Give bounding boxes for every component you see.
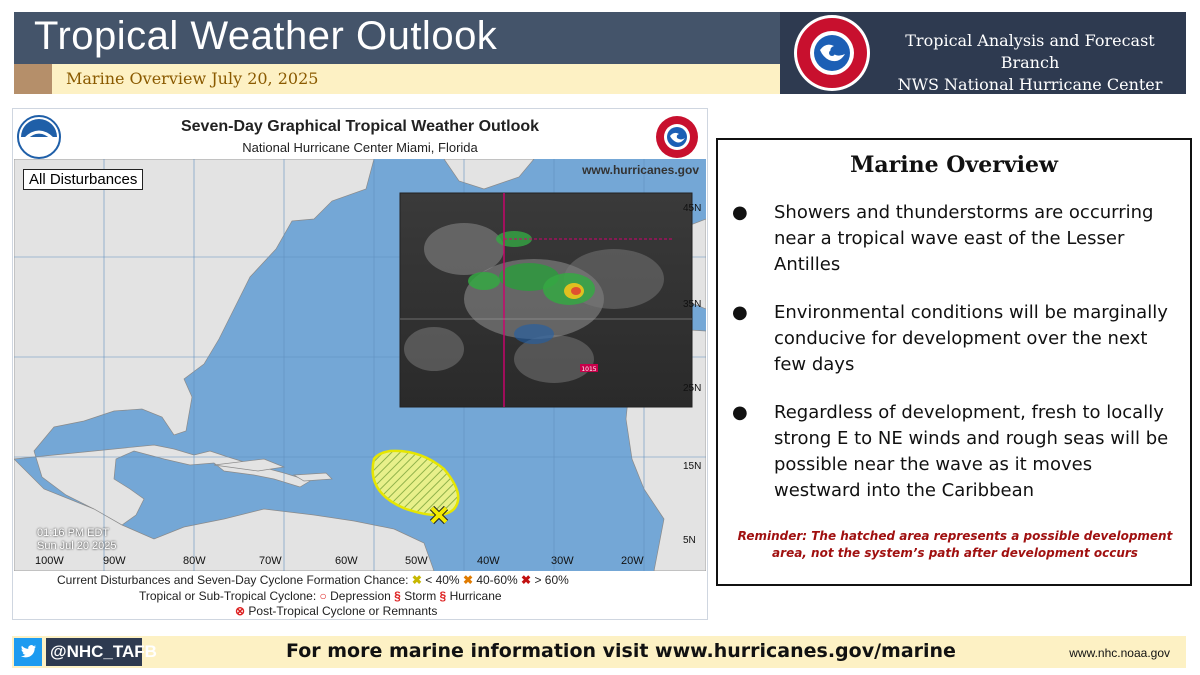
hurricane-icon: § <box>439 589 450 603</box>
south-america-land <box>14 458 435 571</box>
development-area <box>371 449 460 517</box>
legend-low: < 40% <box>425 573 460 587</box>
issue-time: 01:16 PM EDT Sun Jul 20 2025 <box>37 527 117 553</box>
greenland-land <box>443 159 535 190</box>
low-chance-x-icon: ✖ <box>411 573 426 587</box>
all-disturbances-label: All Disturbances <box>23 169 144 190</box>
lat-15n: 15N <box>683 461 702 472</box>
lon-30w: 30W <box>551 555 574 567</box>
lon-40w: 40W <box>477 555 500 567</box>
footer-message: For more marine information visit www.hu… <box>286 640 956 662</box>
nws-small-logo-icon <box>656 116 698 158</box>
bullet-text-3: Regardless of development, fresh to loca… <box>774 402 1169 501</box>
noaa-logo-icon <box>17 115 61 159</box>
issue-time-line-1: 01:16 PM EDT <box>37 527 110 539</box>
subtitle-bar <box>14 64 780 94</box>
panel-title: Marine Overview <box>850 152 1058 178</box>
atlantic-map: 1015 <box>14 159 706 571</box>
legend-high: > 60% <box>534 573 569 587</box>
issue-date-line-2: Sun Jul 20 2025 <box>37 540 117 552</box>
legend-medium: 40-60% <box>476 573 518 587</box>
bullet-item-3: ● Regardless of development, fresh to lo… <box>732 400 1182 504</box>
legend-formation-label: Current Disturbances and Seven-Day Cyclo… <box>57 573 409 587</box>
subtitle-swatch <box>14 64 52 94</box>
lon-90w: 90W <box>103 555 126 567</box>
branch-line-2: NWS National Hurricane Center <box>897 75 1163 94</box>
high-chance-x-icon: ✖ <box>521 573 535 587</box>
lon-80w: 80W <box>183 555 206 567</box>
lon-100w: 100W <box>35 555 64 567</box>
lat-35n: 35N <box>683 299 702 310</box>
lon-20w: 20W <box>621 555 644 567</box>
post-tropical-icon: ⊗ <box>235 604 249 618</box>
bullet-dot-icon: ● <box>732 202 748 223</box>
legend-cyclone-label: Tropical or Sub-Tropical Cyclone: <box>139 589 317 603</box>
branch-text: Tropical Analysis and Forecast Branch NW… <box>880 30 1180 96</box>
lon-50w: 50W <box>405 555 428 567</box>
twitter-icon[interactable] <box>14 638 42 666</box>
legend-row-post-tropical: ⊗ Post-Tropical Cyclone or Remnants <box>235 604 929 618</box>
legend-row-cyclone: Tropical or Sub-Tropical Cyclone: ○ Depr… <box>139 589 833 603</box>
satellite-inset: 1015 <box>399 192 693 408</box>
legend-post-tropical: Post-Tropical Cyclone or Remnants <box>248 604 438 618</box>
bullet-text-2: Environmental conditions will be margina… <box>774 302 1168 375</box>
legend-hurricane: Hurricane <box>449 589 502 603</box>
lat-5n: 5N <box>683 535 696 546</box>
twitter-handle-link[interactable]: @NHC_TAFB <box>46 638 157 666</box>
footer-url-link[interactable]: www.nhc.noaa.gov <box>1069 646 1170 660</box>
depression-icon: ○ <box>319 589 331 603</box>
graphic-title: Seven-Day Graphical Tropical Weather Out… <box>180 118 540 135</box>
bullet-item-2: ● Environmental conditions will be margi… <box>732 300 1182 378</box>
bullet-dot-icon: ● <box>732 302 748 323</box>
title-bar <box>14 12 780 64</box>
legend-storm: Storm <box>404 589 437 603</box>
lat-45n: 45N <box>683 203 702 214</box>
reminder-label: Reminder: <box>737 529 808 543</box>
branch-line-1: Tropical Analysis and Forecast Branch <box>905 31 1155 72</box>
page-title: Tropical Weather Outlook <box>34 14 498 58</box>
legend-row-formation: Current Disturbances and Seven-Day Cyclo… <box>57 573 751 587</box>
footer-bar <box>12 636 1186 668</box>
medium-chance-x-icon: ✖ <box>462 573 477 587</box>
storm-icon: § <box>394 589 405 603</box>
bullet-dot-icon: ● <box>732 402 748 423</box>
reminder-note: Reminder: The hatched area represents a … <box>726 528 1184 562</box>
nws-logo-icon <box>794 15 870 91</box>
lon-60w: 60W <box>335 555 358 567</box>
website-label: www.hurricanes.gov <box>582 163 699 177</box>
satellite-label-1: 1015 <box>581 366 596 373</box>
graphic-subtitle: National Hurricane Center Miami, Florida <box>242 140 478 155</box>
bullet-text-1: Showers and thunderstorms are occurring … <box>774 202 1154 275</box>
bullet-item-1: ● Showers and thunderstorms are occurrin… <box>732 200 1182 278</box>
hispaniola-land <box>292 472 333 482</box>
reminder-text: The hatched area represents a possible d… <box>772 529 1173 560</box>
disturbance-x-marker <box>429 505 449 525</box>
lat-25n: 25N <box>683 383 702 394</box>
marine-overview-panel: Marine Overview ● Showers and thundersto… <box>716 138 1192 586</box>
outlook-graphic: Seven-Day Graphical Tropical Weather Out… <box>12 108 708 620</box>
legend-depression: Depression <box>330 589 391 603</box>
page-subtitle: Marine Overview July 20, 2025 <box>66 69 319 88</box>
lon-70w: 70W <box>259 555 282 567</box>
